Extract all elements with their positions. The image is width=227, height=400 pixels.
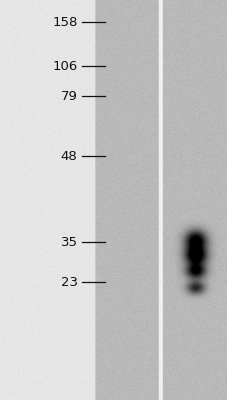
Text: 48: 48 (61, 150, 77, 162)
Text: 106: 106 (52, 60, 77, 72)
Text: 23: 23 (60, 276, 77, 288)
Text: 158: 158 (52, 16, 77, 28)
Text: 79: 79 (60, 90, 77, 102)
Text: 35: 35 (60, 236, 77, 248)
